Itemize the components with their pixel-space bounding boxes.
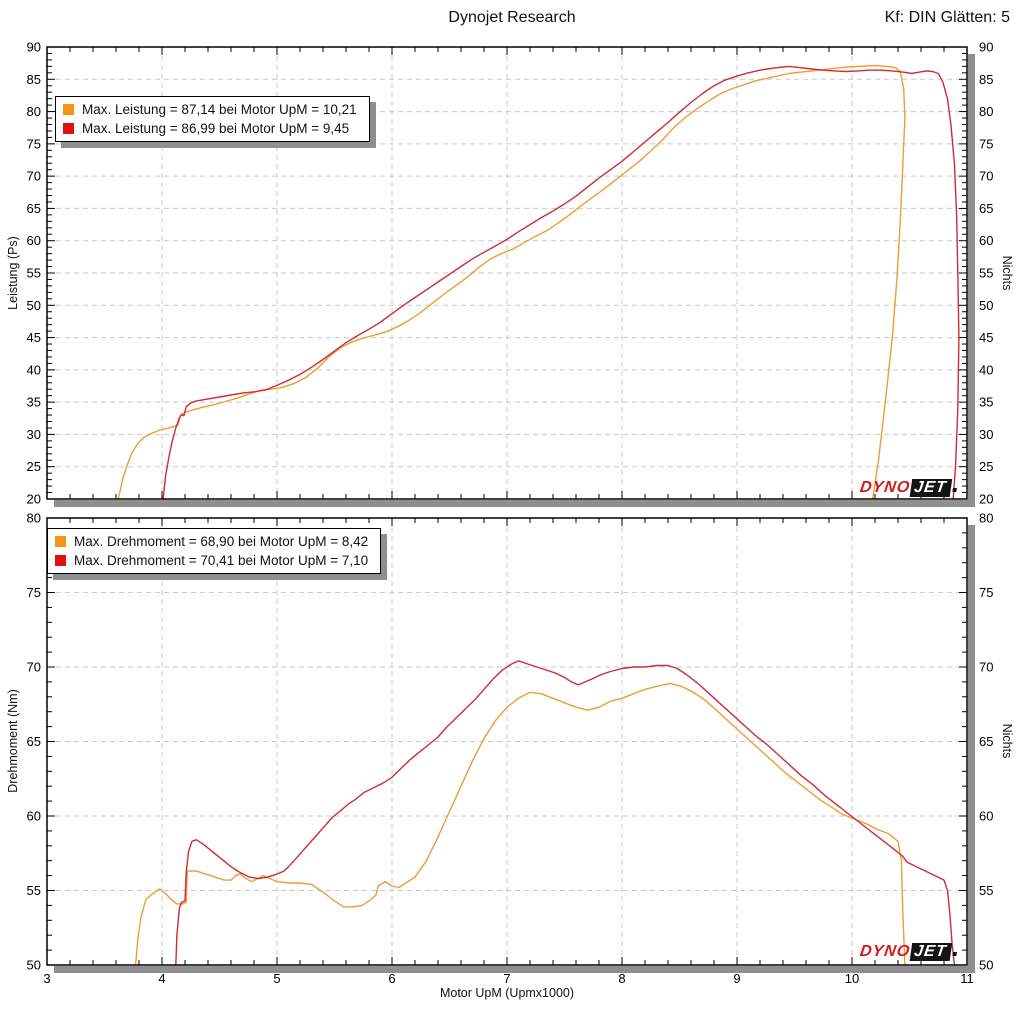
svg-text:7: 7 bbox=[503, 971, 510, 986]
svg-text:10: 10 bbox=[845, 971, 859, 986]
svg-text:4: 4 bbox=[158, 971, 165, 986]
legend-swatch-red bbox=[55, 555, 66, 566]
svg-text:20: 20 bbox=[979, 492, 993, 507]
svg-text:25: 25 bbox=[27, 459, 41, 474]
svg-text:70: 70 bbox=[979, 660, 993, 675]
svg-text:40: 40 bbox=[27, 362, 41, 377]
legend-item-power-orange: Max. Leistung = 87,14 bei Motor UpM = 10… bbox=[63, 100, 357, 119]
legend-swatch-red bbox=[63, 123, 74, 134]
legend-label: Max. Leistung = 87,14 bei Motor UpM = 10… bbox=[82, 102, 357, 117]
svg-text:70: 70 bbox=[979, 169, 993, 184]
dynojet-logo-dyno: DYNO bbox=[858, 943, 912, 960]
legend-item-torque-red: Max. Drehmoment = 70,41 bei Motor UpM = … bbox=[55, 551, 368, 570]
svg-text:45: 45 bbox=[979, 330, 993, 345]
dynojet-logo-jet: JET bbox=[909, 943, 952, 961]
svg-text:8: 8 bbox=[618, 971, 625, 986]
smoothing-setting-label: Kf: DIN Glätten: 5 bbox=[884, 9, 1010, 26]
power-legend: Max. Leistung = 87,14 bei Motor UpM = 10… bbox=[55, 96, 370, 142]
svg-text:75: 75 bbox=[979, 585, 993, 600]
legend-swatch-orange bbox=[55, 536, 66, 547]
svg-text:75: 75 bbox=[979, 136, 993, 151]
svg-text:80: 80 bbox=[27, 511, 41, 526]
svg-text:9: 9 bbox=[733, 971, 740, 986]
power-y-axis-label: Leistung (Ps) bbox=[6, 236, 20, 310]
dynojet-logo-dyno: DYNO bbox=[858, 479, 912, 496]
svg-text:25: 25 bbox=[979, 459, 993, 474]
svg-text:90: 90 bbox=[979, 40, 993, 55]
svg-text:70: 70 bbox=[27, 660, 41, 675]
dynojet-logo-dot bbox=[951, 488, 957, 492]
svg-text:80: 80 bbox=[979, 511, 993, 526]
power-right-axis-label: Nichts bbox=[1000, 255, 1014, 291]
svg-text:55: 55 bbox=[27, 266, 41, 281]
svg-text:45: 45 bbox=[27, 330, 41, 345]
dynojet-logo: DYNO JET bbox=[859, 942, 958, 961]
legend-swatch-orange bbox=[63, 104, 74, 115]
svg-text:85: 85 bbox=[979, 72, 993, 87]
dynojet-logo: DYNO JET bbox=[859, 478, 958, 497]
svg-text:60: 60 bbox=[27, 233, 41, 248]
svg-text:60: 60 bbox=[27, 809, 41, 824]
svg-text:65: 65 bbox=[27, 201, 41, 216]
svg-text:50: 50 bbox=[979, 958, 993, 973]
svg-text:65: 65 bbox=[979, 734, 993, 749]
dynojet-logo-jet: JET bbox=[909, 479, 952, 497]
svg-text:50: 50 bbox=[27, 298, 41, 313]
legend-label: Max. Drehmoment = 68,90 bei Motor UpM = … bbox=[74, 534, 369, 549]
svg-text:50: 50 bbox=[27, 958, 41, 973]
svg-text:30: 30 bbox=[27, 427, 41, 442]
svg-text:70: 70 bbox=[27, 169, 41, 184]
legend-label: Max. Leistung = 86,99 bei Motor UpM = 9,… bbox=[82, 121, 350, 136]
legend-label: Max. Drehmoment = 70,41 bei Motor UpM = … bbox=[74, 553, 369, 568]
torque-legend: Max. Drehmoment = 68,90 bei Motor UpM = … bbox=[47, 528, 382, 574]
x-axis-label: Motor UpM (Upmx1000) bbox=[439, 986, 575, 1000]
svg-text:3: 3 bbox=[43, 971, 50, 986]
svg-text:75: 75 bbox=[27, 585, 41, 600]
svg-text:35: 35 bbox=[27, 395, 41, 410]
legend-item-torque-orange: Max. Drehmoment = 68,90 bei Motor UpM = … bbox=[55, 532, 368, 551]
svg-text:30: 30 bbox=[979, 427, 993, 442]
svg-text:65: 65 bbox=[27, 734, 41, 749]
svg-text:55: 55 bbox=[979, 883, 993, 898]
svg-text:55: 55 bbox=[27, 883, 41, 898]
svg-text:90: 90 bbox=[27, 40, 41, 55]
svg-text:80: 80 bbox=[979, 104, 993, 119]
svg-text:6: 6 bbox=[388, 971, 395, 986]
svg-text:11: 11 bbox=[960, 971, 974, 986]
svg-text:60: 60 bbox=[979, 809, 993, 824]
svg-text:40: 40 bbox=[979, 362, 993, 377]
svg-text:5: 5 bbox=[273, 971, 280, 986]
dynojet-logo-dot bbox=[951, 952, 957, 956]
svg-text:50: 50 bbox=[979, 298, 993, 313]
svg-text:75: 75 bbox=[27, 136, 41, 151]
svg-text:35: 35 bbox=[979, 395, 993, 410]
svg-text:80: 80 bbox=[27, 104, 41, 119]
page-title: Dynojet Research bbox=[448, 9, 576, 26]
svg-text:65: 65 bbox=[979, 201, 993, 216]
legend-item-power-red: Max. Leistung = 86,99 bei Motor UpM = 9,… bbox=[63, 119, 357, 138]
svg-text:55: 55 bbox=[979, 266, 993, 281]
svg-text:60: 60 bbox=[979, 233, 993, 248]
torque-y-axis-label: Drehmoment (Nm) bbox=[6, 689, 20, 793]
svg-text:85: 85 bbox=[27, 72, 41, 87]
torque-right-axis-label: Nichts bbox=[1000, 723, 1014, 759]
svg-text:20: 20 bbox=[27, 492, 41, 507]
